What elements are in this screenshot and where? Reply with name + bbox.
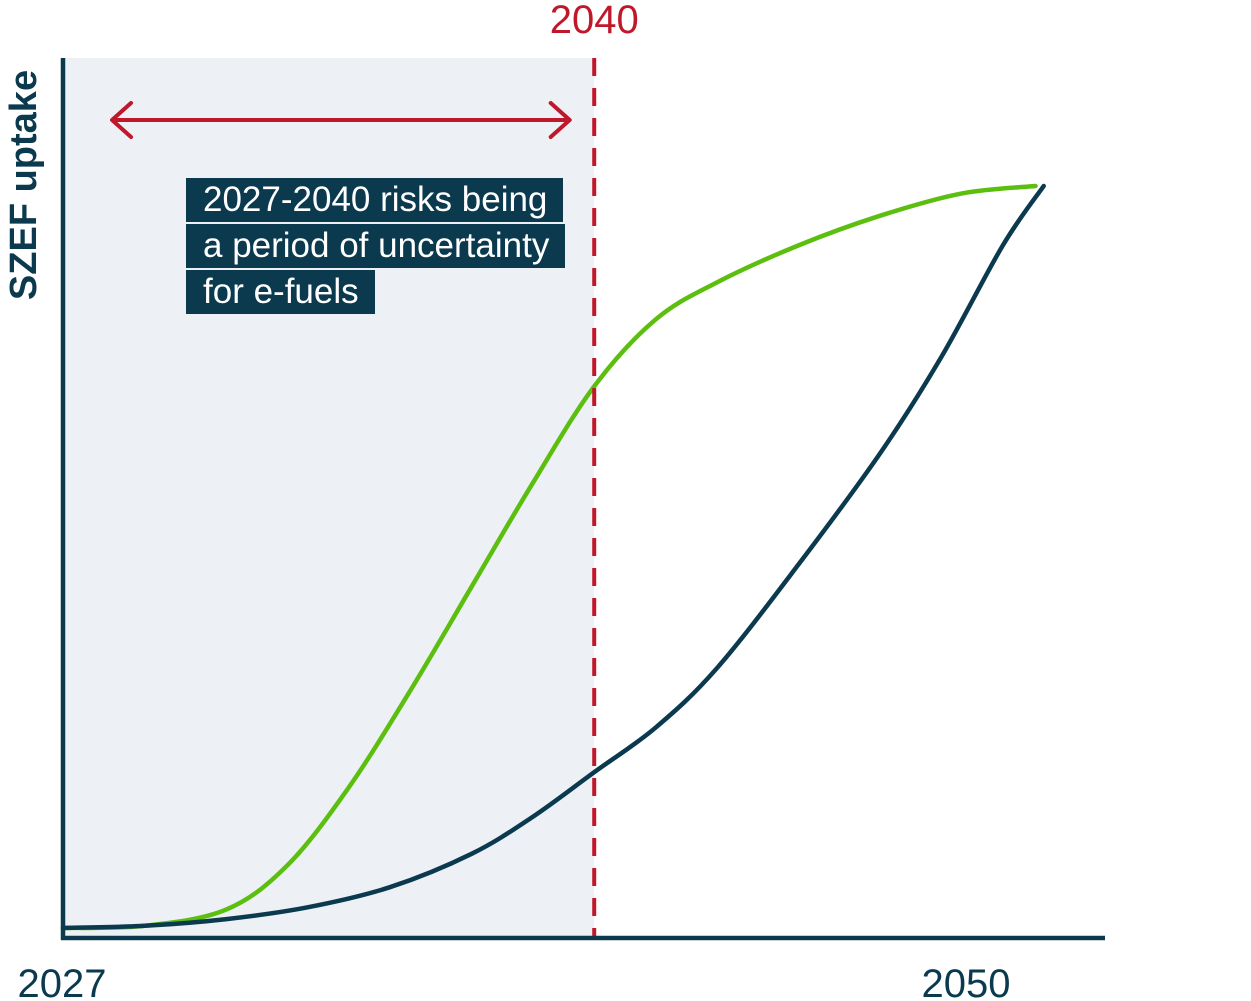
marker-2040-label: 2040 [550, 0, 639, 42]
x-tick-label-2050: 2050 [922, 962, 1011, 1001]
y-axis-label: SZEF uptake [3, 70, 45, 300]
x-tick-label-2027: 2027 [18, 962, 107, 1001]
annotation-line-2: a period of uncertainty [186, 224, 566, 268]
series-layer [60, 183, 1046, 931]
series-line-1 [60, 183, 1038, 931]
uncertainty-annotation: 2027-2040 risks being a period of uncert… [186, 178, 626, 316]
range-double-arrow [110, 101, 572, 139]
range-arrow-left-head [110, 101, 134, 139]
annotation-line-1: 2027-2040 risks being [186, 178, 564, 222]
annotation-line-3: for e-fuels [186, 270, 375, 314]
range-arrow-right-head [548, 101, 572, 139]
series-line-2 [60, 183, 1046, 931]
